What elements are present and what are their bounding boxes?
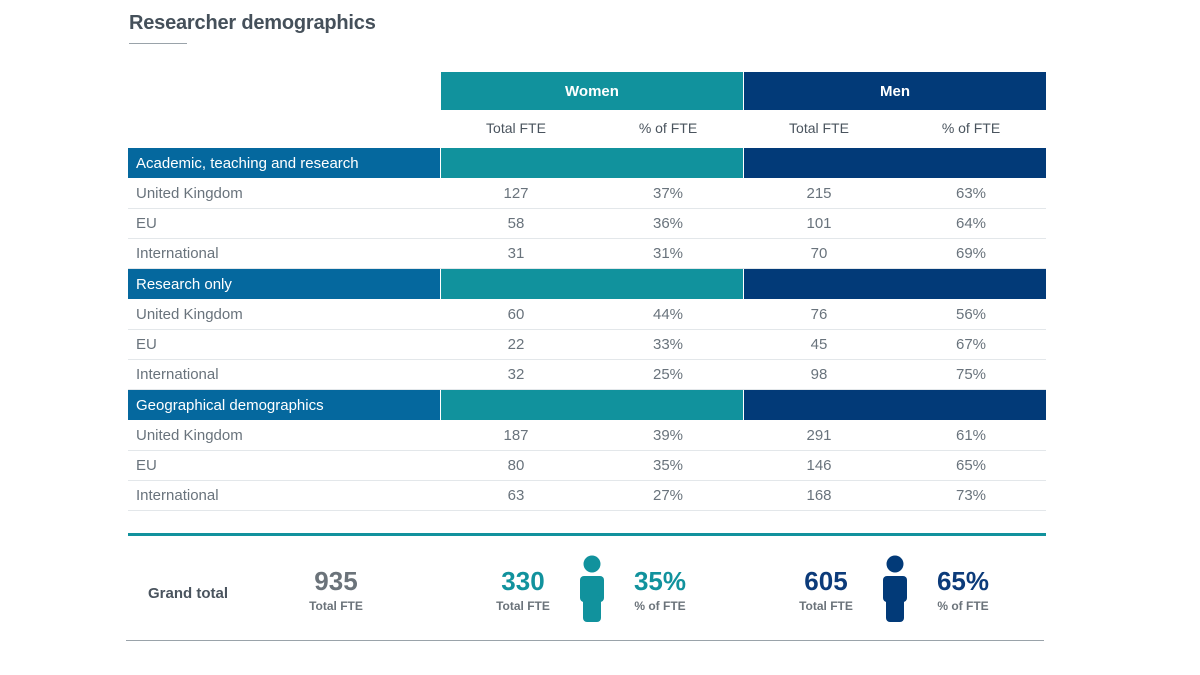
total-divider-bottom <box>126 640 1044 641</box>
section-women-band <box>441 148 743 178</box>
men-pct-fte: 65% <box>955 457 987 474</box>
section-header: Research only <box>128 269 1046 299</box>
men-total-fte: 291 <box>806 427 832 444</box>
women-pct-caption: % of FTE <box>634 599 686 613</box>
women-pct-fte: 35% <box>652 457 684 474</box>
women-total-fte: 32 <box>507 366 525 383</box>
women-total-fte: 127 <box>503 185 529 202</box>
section-men-band <box>744 269 1046 299</box>
row-label: International <box>136 245 219 262</box>
men-pct-fte: 63% <box>955 185 987 202</box>
women-total-caption: Total FTE <box>496 599 550 613</box>
total-divider-top <box>128 533 1046 536</box>
header-men: Men <box>744 72 1046 110</box>
subheader-men-total-fte: Total FTE <box>789 120 849 136</box>
section-women-band <box>441 390 743 420</box>
men-pct-fte: 73% <box>955 487 987 504</box>
men-total-fte: 146 <box>806 457 832 474</box>
row-label: United Kingdom <box>136 306 243 323</box>
person-icon <box>883 555 907 622</box>
women-total-fte: 31 <box>507 245 525 262</box>
women-pct-fte: 25% <box>652 366 684 383</box>
men-total-fte: 98 <box>810 366 828 383</box>
section-label: Geographical demographics <box>128 390 440 420</box>
section-label: Research only <box>128 269 440 299</box>
row-label: EU <box>136 457 157 474</box>
men-total-fte: 101 <box>806 215 832 232</box>
women-total-value: 330 <box>501 566 545 596</box>
women-pct-fte: 33% <box>652 336 684 353</box>
women-total-fte: 187 <box>503 427 529 444</box>
men-total-caption: Total FTE <box>799 599 853 613</box>
row-label: EU <box>136 336 157 353</box>
men-pct-fte: 61% <box>955 427 987 444</box>
row-label: EU <box>136 215 157 232</box>
women-pct-fte: 44% <box>652 306 684 323</box>
men-total-fte: 76 <box>810 306 828 323</box>
header-women: Women <box>441 72 743 110</box>
section-header: Geographical demographics <box>128 390 1046 420</box>
grand-total-value: 935 <box>314 566 358 596</box>
men-pct-caption: % of FTE <box>937 599 989 613</box>
section-men-band <box>744 148 1046 178</box>
table-row: International 32 25% 98 75% <box>128 360 1046 390</box>
men-pct-value: 65% <box>936 566 990 596</box>
women-total-fte: 80 <box>507 457 525 474</box>
grand-total-label: Grand total <box>148 585 229 602</box>
men-pct-fte: 69% <box>955 245 987 262</box>
row-label: United Kingdom <box>136 427 243 444</box>
subheader-women-pct-fte: % of FTE <box>638 120 698 136</box>
women-total-fte: 60 <box>507 306 525 323</box>
women-pct-fte: 37% <box>652 185 684 202</box>
section-label: Academic, teaching and research <box>128 148 440 178</box>
table-row: EU 80 35% 146 65% <box>128 451 1046 481</box>
table-row: United Kingdom 60 44% 76 56% <box>128 300 1046 330</box>
men-total-fte: 215 <box>806 185 832 202</box>
table-row: International 31 31% 70 69% <box>128 239 1046 269</box>
table-row: United Kingdom 187 39% 291 61% <box>128 421 1046 451</box>
section-header: Academic, teaching and research <box>128 148 1046 178</box>
women-pct-fte: 31% <box>652 245 684 262</box>
person-icon <box>580 555 604 622</box>
men-total-fte: 168 <box>806 487 832 504</box>
section-men-band <box>744 390 1046 420</box>
women-total-fte: 58 <box>507 215 525 232</box>
women-pct-value: 35% <box>633 566 687 596</box>
row-label: United Kingdom <box>136 185 243 202</box>
women-total-fte: 63 <box>507 487 525 504</box>
table-row: United Kingdom 127 37% 215 63% <box>128 179 1046 209</box>
subheader-men-pct-fte: % of FTE <box>941 120 1001 136</box>
table-row: EU 58 36% 101 64% <box>128 209 1046 239</box>
men-total-fte: 70 <box>810 245 828 262</box>
title-underline <box>129 43 187 44</box>
row-label: International <box>136 366 219 383</box>
men-pct-fte: 64% <box>955 215 987 232</box>
table-row: EU 22 33% 45 67% <box>128 330 1046 360</box>
men-total-fte: 45 <box>810 336 828 353</box>
women-total-fte: 22 <box>507 336 525 353</box>
page-title: Researcher demographics <box>129 12 376 34</box>
women-pct-fte: 27% <box>652 487 684 504</box>
subheader-women-total-fte: Total FTE <box>486 120 546 136</box>
grand-total-caption: Total FTE <box>309 599 363 613</box>
women-pct-fte: 39% <box>652 427 684 444</box>
women-pct-fte: 36% <box>652 215 684 232</box>
table-row: International 63 27% 168 73% <box>128 481 1046 511</box>
men-pct-fte: 75% <box>955 366 987 383</box>
men-total-value: 605 <box>804 566 848 596</box>
men-pct-fte: 56% <box>955 306 987 323</box>
men-pct-fte: 67% <box>955 336 987 353</box>
section-women-band <box>441 269 743 299</box>
row-label: International <box>136 487 219 504</box>
